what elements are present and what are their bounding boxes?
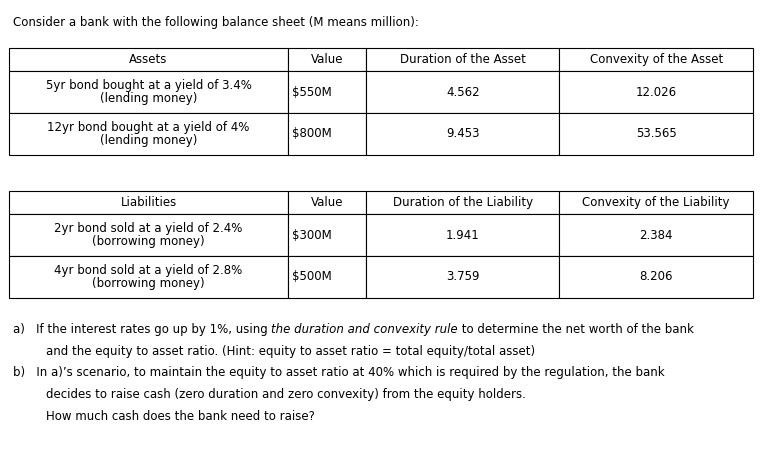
Text: a)   If the interest rates go up by 1%, using: a) If the interest rates go up by 1%, us… bbox=[13, 323, 271, 336]
Text: $800M: $800M bbox=[292, 128, 331, 140]
Text: (borrowing money): (borrowing money) bbox=[92, 277, 205, 290]
Text: $500M: $500M bbox=[292, 271, 331, 283]
Text: 2.384: 2.384 bbox=[639, 229, 673, 242]
Text: 9.453: 9.453 bbox=[446, 128, 479, 140]
Text: Convexity of the Liability: Convexity of the Liability bbox=[582, 196, 730, 209]
Text: Assets: Assets bbox=[130, 53, 168, 66]
Text: to determine the net worth of the bank: to determine the net worth of the bank bbox=[458, 323, 694, 336]
Text: 12yr bond bought at a yield of 4%: 12yr bond bought at a yield of 4% bbox=[47, 121, 250, 134]
Text: and the equity to asset ratio. (Hint: equity to asset ratio = total equity/total: and the equity to asset ratio. (Hint: eq… bbox=[46, 345, 535, 358]
Text: Value: Value bbox=[311, 53, 344, 66]
Text: Value: Value bbox=[311, 196, 344, 209]
Text: Duration of the Liability: Duration of the Liability bbox=[392, 196, 533, 209]
Text: decides to raise cash (zero duration and zero convexity) from the equity holders: decides to raise cash (zero duration and… bbox=[46, 388, 526, 401]
Text: 4.562: 4.562 bbox=[446, 86, 479, 99]
Text: 5yr bond bought at a yield of 3.4%: 5yr bond bought at a yield of 3.4% bbox=[46, 79, 251, 92]
Text: Consider a bank with the following balance sheet (M means million):: Consider a bank with the following balan… bbox=[13, 16, 419, 29]
Text: 2yr bond sold at a yield of 2.4%: 2yr bond sold at a yield of 2.4% bbox=[54, 222, 243, 235]
Text: b)   In a)’s scenario, to maintain the equity to asset ratio at 40% which is req: b) In a)’s scenario, to maintain the equ… bbox=[13, 366, 664, 380]
Text: $550M: $550M bbox=[292, 86, 331, 99]
Text: 8.206: 8.206 bbox=[639, 271, 673, 283]
Text: $300M: $300M bbox=[292, 229, 331, 242]
Text: 4yr bond sold at a yield of 2.8%: 4yr bond sold at a yield of 2.8% bbox=[54, 264, 243, 277]
Text: 12.026: 12.026 bbox=[636, 86, 677, 99]
Text: Liabilities: Liabilities bbox=[120, 196, 177, 209]
Text: (lending money): (lending money) bbox=[100, 134, 197, 147]
Text: Convexity of the Asset: Convexity of the Asset bbox=[590, 53, 723, 66]
Text: 53.565: 53.565 bbox=[636, 128, 677, 140]
Text: the duration and convexity rule: the duration and convexity rule bbox=[271, 323, 458, 336]
Text: (borrowing money): (borrowing money) bbox=[92, 235, 205, 248]
Text: Duration of the Asset: Duration of the Asset bbox=[400, 53, 526, 66]
Text: 1.941: 1.941 bbox=[446, 229, 480, 242]
Text: 3.759: 3.759 bbox=[446, 271, 479, 283]
Text: (lending money): (lending money) bbox=[100, 92, 197, 105]
Text: How much cash does the bank need to raise?: How much cash does the bank need to rais… bbox=[46, 410, 315, 423]
